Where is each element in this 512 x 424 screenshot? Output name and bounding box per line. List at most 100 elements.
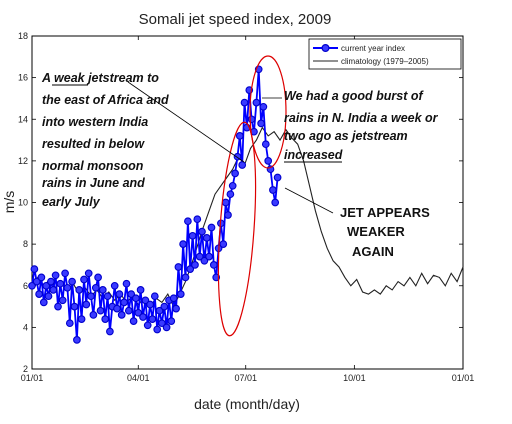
data-point [56,279,65,288]
annotation-line: into western India [42,115,148,129]
data-point [54,302,62,311]
data-point [37,273,46,282]
data-point [191,261,199,269]
data-point [205,252,213,261]
data-point [181,273,190,282]
annotation-line: increased [284,148,343,162]
data-point [158,319,166,328]
y-tick-label: 8 [23,239,28,249]
data-point [110,281,119,290]
legend-marker-current [321,43,330,52]
data-point [146,300,154,309]
data-point [200,256,209,265]
data-point [32,277,41,286]
data-point [148,315,157,323]
annotation-line: normal monsoon [42,159,144,173]
data-point [257,119,265,128]
annotation-line: A weak jetstream to [41,71,159,85]
x-tick-label: 01/01 [21,373,44,383]
data-point [226,190,235,199]
data-point [221,198,230,207]
annotation-line: resulted in below [42,137,145,151]
annotation-line: two ago as jetstream [284,129,408,143]
data-point [58,296,67,305]
data-point [188,231,197,240]
annotation-line: WEAKER [347,224,405,239]
legend-box [308,38,462,70]
data-point [162,323,171,332]
data-point [106,327,114,336]
highlight-ellipse-july [249,55,287,169]
data-point [224,211,232,219]
data-point [122,279,131,288]
y-tick-label: 4 [23,322,28,332]
data-point [155,306,164,315]
data-point [44,292,53,301]
chart-title: Somali jet speed index, 2009 [139,11,332,28]
legend-label-current: current year index [341,44,405,53]
annotation-line: AGAIN [352,244,394,259]
data-point [259,102,268,111]
data-point [115,290,124,298]
y-tick-label: 6 [23,281,28,291]
data-point [193,215,202,224]
y-tick-label: 12 [18,156,28,166]
data-point [271,198,280,207]
annotation-line: JET APPEARS [340,205,430,220]
data-point [247,115,256,124]
data-point [77,315,86,323]
data-point [47,277,55,286]
data-point [103,292,112,301]
data-point [117,311,126,319]
annotation-jet-weaker: JET APPEARS WEAKER AGAIN [340,205,430,259]
data-point [101,315,110,323]
annotation-line: the east of Africa and [42,93,169,107]
data-point [167,317,176,325]
data-point [39,298,48,307]
data-point [98,286,107,294]
data-point [261,140,270,149]
data-point [134,308,143,317]
data-point [209,261,218,269]
y-tick-label: 18 [18,31,28,41]
data-point [202,234,211,242]
legend-label-climatology: climatology (1979–2005) [341,57,429,66]
data-point [136,286,145,294]
annotation-pointer-3 [284,187,334,214]
data-point [228,181,237,190]
data-point [113,304,121,313]
data-point [68,277,76,286]
data-point [139,313,147,321]
data-point [84,269,93,278]
data-point [127,290,136,298]
data-point [75,286,84,294]
y-tick-label: 16 [18,73,28,83]
data-point [129,317,138,325]
data-point [231,169,239,178]
data-point [240,98,249,107]
data-point [186,265,195,273]
data-point [264,157,273,165]
y-tick-label: 10 [18,198,28,208]
legend: current year index climatology (1979–200… [308,38,462,70]
data-point [87,292,95,301]
data-point [198,227,206,236]
data-point [70,302,79,311]
x-axis: 01/01 04/01 07/01 10/01 01/01 [21,36,475,383]
data-point [91,283,100,292]
data-point [82,300,91,309]
highlight-ellipse-june [217,121,257,337]
data-point [141,296,150,305]
y-tick-label: 2 [23,364,28,374]
data-point [89,311,98,319]
data-point [51,271,60,280]
data-point [30,265,39,273]
y-axis-label: m/s [1,191,17,214]
annotation-burst-of-rains: We had a good burst of rains in N. India… [284,89,439,163]
x-tick-label: 01/01 [452,373,475,383]
data-point [235,132,244,140]
x-tick-label: 10/01 [343,373,366,383]
data-point [61,269,69,278]
data-point [80,275,88,284]
data-point [176,290,185,298]
